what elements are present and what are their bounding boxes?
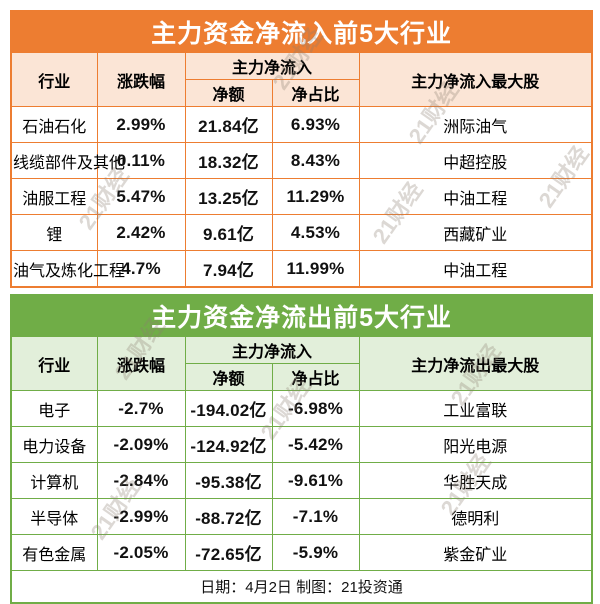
cell-industry: 有色金属 bbox=[10, 534, 98, 571]
col-header-top-outflow-stock: 主力净流出最大股 bbox=[358, 336, 593, 391]
cell-industry: 线缆部件及其他 bbox=[10, 142, 125, 179]
cell-net-ratio: -6.98% bbox=[271, 390, 360, 427]
cell-top-stock: 紫金矿业 bbox=[358, 534, 593, 571]
cell-net-ratio: -5.9% bbox=[271, 534, 360, 571]
cell-industry: 半导体 bbox=[10, 498, 98, 535]
cell-net-ratio: 6.93% bbox=[271, 106, 360, 143]
cell-net-amount: 9.61亿 bbox=[184, 214, 273, 251]
table-row: 半导体 -2.99% -88.72亿 -7.1% 德明利 bbox=[10, 498, 593, 535]
inflow-table: 主力资金净流入前5大行业 行业 涨跌幅 主力净流入 主力净流入最大股 净额 净占… bbox=[10, 10, 594, 288]
table-row: 有色金属 -2.05% -72.65亿 -5.9% 紫金矿业 bbox=[10, 534, 593, 571]
cell-net-ratio: 11.29% bbox=[271, 178, 360, 215]
cell-net-amount: -72.65亿 bbox=[184, 534, 273, 571]
cell-top-stock: 华胜天成 bbox=[358, 462, 593, 499]
cell-industry: 计算机 bbox=[10, 462, 98, 499]
cell-top-stock: 中超控股 bbox=[358, 142, 593, 179]
cell-top-stock: 西藏矿业 bbox=[358, 214, 593, 251]
cell-net-amount: 18.32亿 bbox=[184, 142, 273, 179]
col-header-industry: 行业 bbox=[10, 336, 98, 391]
col-header-net-ratio: 净占比 bbox=[271, 79, 360, 107]
cell-industry: 石油石化 bbox=[10, 106, 98, 143]
cell-top-stock: 德明利 bbox=[358, 498, 593, 535]
cell-top-stock: 工业富联 bbox=[358, 390, 593, 427]
outflow-header-row-2: 净额 净占比 bbox=[11, 363, 592, 391]
outflow-title-row: 主力资金净流出前5大行业 bbox=[10, 294, 593, 337]
cell-change: 5.47% bbox=[96, 178, 186, 215]
table-row: 石油石化 2.99% 21.84亿 6.93% 洲际油气 bbox=[10, 106, 593, 143]
cell-change: -2.7% bbox=[96, 390, 186, 427]
cell-net-ratio: 8.43% bbox=[271, 142, 360, 179]
cell-change: -2.09% bbox=[96, 426, 186, 463]
cell-change: -2.99% bbox=[96, 498, 186, 535]
cell-net-ratio: -5.42% bbox=[271, 426, 360, 463]
cell-top-stock: 阳光电源 bbox=[358, 426, 593, 463]
cell-top-stock: 洲际油气 bbox=[358, 106, 593, 143]
cell-net-amount: 21.84亿 bbox=[184, 106, 273, 143]
cell-industry: 锂 bbox=[10, 214, 98, 251]
cell-industry: 油服工程 bbox=[10, 178, 98, 215]
col-header-change: 涨跌幅 bbox=[96, 336, 186, 391]
col-header-main-netflow-group: 主力净流入 bbox=[184, 52, 360, 80]
footer-row: 日期：4月2日 制图：21投资通 bbox=[10, 570, 593, 604]
cell-net-ratio: 11.99% bbox=[271, 250, 360, 288]
cell-change: -2.84% bbox=[96, 462, 186, 499]
col-header-net-ratio: 净占比 bbox=[271, 363, 360, 391]
cell-industry: 电子 bbox=[10, 390, 98, 427]
col-header-main-netflow-group: 主力净流入 bbox=[184, 336, 360, 364]
table-row: 电力设备 -2.09% -124.92亿 -5.42% 阳光电源 bbox=[10, 426, 593, 463]
cell-net-amount: 13.25亿 bbox=[184, 178, 273, 215]
table-row: 电子 -2.7% -194.02亿 -6.98% 工业富联 bbox=[10, 390, 593, 427]
cell-net-ratio: 4.53% bbox=[271, 214, 360, 251]
col-header-top-inflow-stock: 主力净流入最大股 bbox=[358, 52, 593, 107]
chart-footer: 日期：4月2日 制图：21投资通 bbox=[10, 570, 593, 604]
cell-change: -2.05% bbox=[96, 534, 186, 571]
cell-change: 2.99% bbox=[96, 106, 186, 143]
cell-net-amount: -194.02亿 bbox=[184, 390, 273, 427]
col-header-net-amount: 净额 bbox=[184, 363, 273, 391]
cell-net-amount: -124.92亿 bbox=[184, 426, 273, 463]
col-header-net-amount: 净额 bbox=[184, 79, 273, 107]
cell-top-stock: 中油工程 bbox=[358, 250, 593, 288]
cell-net-ratio: -9.61% bbox=[271, 462, 360, 499]
infographic-canvas: 主力资金净流入前5大行业 行业 涨跌幅 主力净流入 主力净流入最大股 净额 净占… bbox=[10, 10, 594, 604]
outflow-table: 主力资金净流出前5大行业 行业 涨跌幅 主力净流入 主力净流出最大股 净额 净占… bbox=[10, 294, 594, 604]
cell-industry: 油气及炼化工程 bbox=[10, 250, 125, 288]
col-header-change: 涨跌幅 bbox=[96, 52, 186, 107]
cell-industry: 电力设备 bbox=[10, 426, 98, 463]
cell-net-amount: 7.94亿 bbox=[184, 250, 273, 288]
table-row: 计算机 -2.84% -95.38亿 -9.61% 华胜天成 bbox=[10, 462, 593, 499]
inflow-header-row-1: 行业 涨跌幅 主力净流入 主力净流入最大股 bbox=[10, 52, 593, 107]
col-header-industry: 行业 bbox=[10, 52, 98, 107]
cell-top-stock: 中油工程 bbox=[358, 178, 593, 215]
inflow-title: 主力资金净流入前5大行业 bbox=[10, 10, 593, 53]
cell-change: 2.42% bbox=[96, 214, 186, 251]
table-row: 油气及炼化工程 4.7% 7.94亿 11.99% 中油工程 bbox=[10, 250, 593, 288]
outflow-header-row-1: 行业 涨跌幅 主力净流入 主力净流出最大股 bbox=[10, 336, 593, 391]
cell-net-amount: -95.38亿 bbox=[184, 462, 273, 499]
outflow-title: 主力资金净流出前5大行业 bbox=[10, 294, 593, 337]
inflow-header-row-2: 净额 净占比 bbox=[11, 79, 592, 107]
table-row: 锂 2.42% 9.61亿 4.53% 西藏矿业 bbox=[10, 214, 593, 251]
inflow-title-row: 主力资金净流入前5大行业 bbox=[10, 10, 593, 53]
table-row: 油服工程 5.47% 13.25亿 11.29% 中油工程 bbox=[10, 178, 593, 215]
table-row: 线缆部件及其他 0.11% 18.32亿 8.43% 中超控股 bbox=[10, 142, 593, 179]
cell-net-amount: -88.72亿 bbox=[184, 498, 273, 535]
cell-net-ratio: -7.1% bbox=[271, 498, 360, 535]
